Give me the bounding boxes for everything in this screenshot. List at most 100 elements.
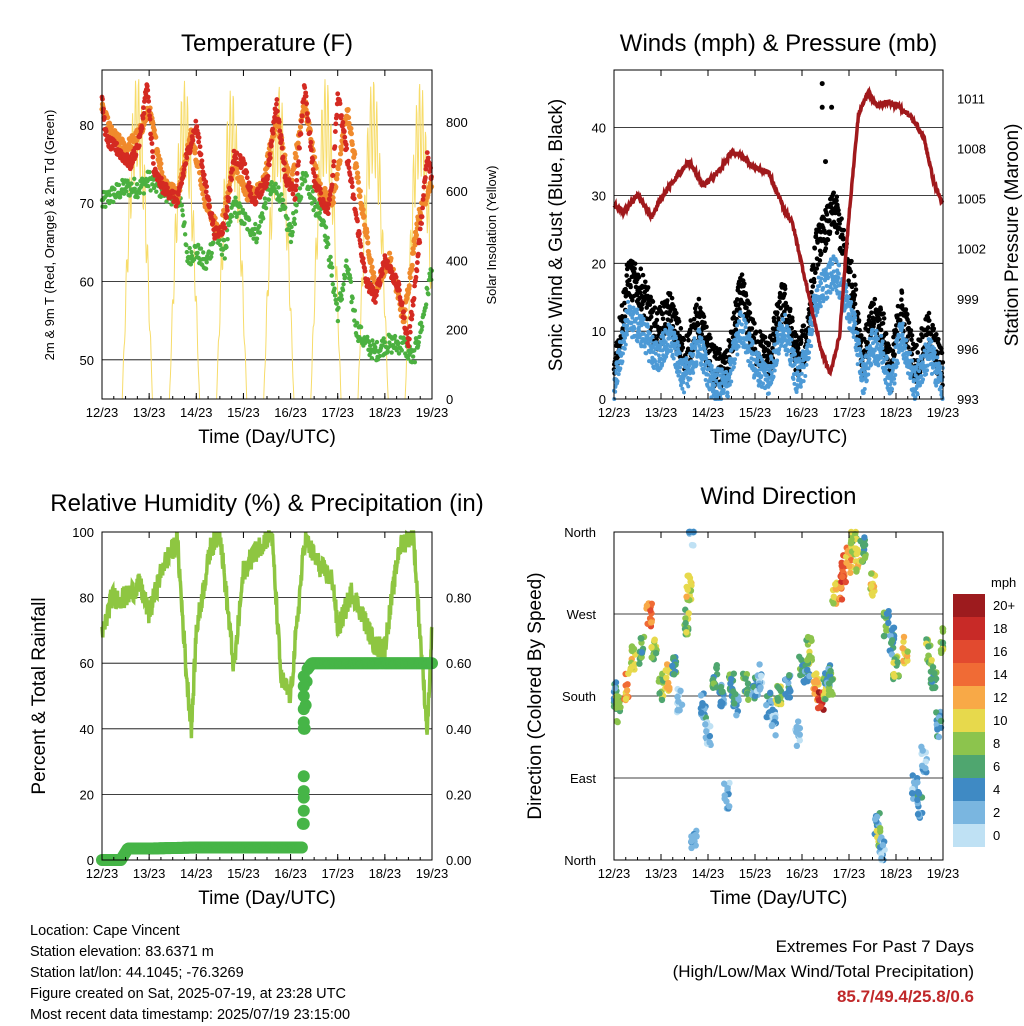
temp-2m-point bbox=[421, 193, 426, 198]
temp-2m-point bbox=[229, 177, 234, 182]
dewpoint-point bbox=[132, 177, 136, 181]
wind-point bbox=[759, 374, 763, 378]
wind-point bbox=[772, 375, 776, 379]
wind-point bbox=[810, 328, 814, 332]
dewpoint-point bbox=[365, 335, 369, 339]
gust-point bbox=[811, 284, 816, 289]
temp-9m-point bbox=[193, 146, 198, 151]
temp-2m-point bbox=[159, 176, 164, 181]
temp-2m-point bbox=[181, 173, 186, 178]
dewpoint-point bbox=[135, 182, 139, 186]
dewpoint-point bbox=[154, 189, 158, 193]
gust-point bbox=[879, 328, 884, 333]
temp-2m-point bbox=[151, 161, 156, 166]
temp-2m-point bbox=[228, 188, 233, 193]
gust-point bbox=[796, 346, 801, 351]
temp-9m-point bbox=[286, 169, 291, 174]
wind-point bbox=[904, 338, 908, 342]
gust-point bbox=[661, 316, 666, 321]
dewpoint-point bbox=[281, 198, 285, 202]
temp-9m-point bbox=[387, 251, 392, 256]
temp-9m-point bbox=[356, 180, 361, 185]
dewpoint-point bbox=[135, 195, 139, 199]
wind-point bbox=[684, 356, 688, 360]
wind-point bbox=[903, 344, 907, 348]
temp-2m-point bbox=[176, 200, 181, 205]
temp-2m-point bbox=[373, 300, 378, 305]
temp-2m-point bbox=[265, 181, 270, 186]
wind-point bbox=[795, 390, 799, 394]
wind-point bbox=[678, 366, 682, 370]
dewpoint-point bbox=[396, 341, 400, 345]
gust-point bbox=[668, 291, 673, 296]
dewpoint-point bbox=[283, 205, 287, 209]
temp-2m-point bbox=[310, 158, 315, 163]
temp-2m-point bbox=[397, 288, 402, 293]
wind-point bbox=[756, 359, 760, 363]
dewpoint-point bbox=[326, 236, 330, 240]
wind-point bbox=[830, 262, 834, 266]
dewpoint-point bbox=[343, 275, 347, 279]
dewpoint-point bbox=[359, 325, 363, 329]
temp-2m-point bbox=[350, 184, 355, 189]
wind-point bbox=[917, 369, 921, 373]
y-tick-label: 20 bbox=[592, 256, 606, 271]
gust-point bbox=[835, 230, 840, 235]
temp-2m-point bbox=[308, 130, 313, 135]
wind-point bbox=[939, 385, 943, 389]
wind-point bbox=[693, 346, 697, 350]
gust-point bbox=[934, 332, 939, 337]
dewpoint-point bbox=[108, 193, 112, 197]
gust-point bbox=[936, 337, 941, 342]
gust-point bbox=[853, 302, 858, 307]
temp-9m-point bbox=[350, 142, 355, 147]
wind-point bbox=[673, 343, 677, 347]
temp-9m-point bbox=[411, 250, 416, 255]
dewpoint-point bbox=[218, 243, 222, 247]
gust-point bbox=[646, 285, 651, 290]
wind-point bbox=[667, 336, 671, 340]
dewpoint-point bbox=[385, 349, 389, 353]
gust-point bbox=[899, 297, 904, 302]
y2-axis-label: Station Pressure (Maroon) bbox=[1002, 124, 1023, 347]
wind-point bbox=[773, 369, 777, 373]
gust-point bbox=[909, 328, 914, 333]
gust-point bbox=[633, 261, 638, 266]
wind-point bbox=[835, 259, 839, 263]
wind-point bbox=[816, 288, 820, 292]
temp-2m-point bbox=[409, 317, 414, 322]
wind-point bbox=[867, 357, 871, 361]
temp-2m-point bbox=[332, 144, 337, 149]
wind-point bbox=[856, 362, 860, 366]
dewpoint-point bbox=[350, 296, 354, 300]
temp-2m-point bbox=[179, 181, 184, 186]
temp-9m-point bbox=[336, 166, 341, 171]
gust-point bbox=[823, 246, 828, 251]
wind-point bbox=[873, 349, 877, 353]
temp-2m-point bbox=[407, 324, 412, 329]
y2-axis-label: Solar Insolation (Yellow) bbox=[484, 166, 499, 305]
temp-2m-point bbox=[401, 309, 406, 314]
dewpoint-point bbox=[375, 340, 379, 344]
wind-point bbox=[900, 325, 904, 329]
gust-point bbox=[881, 311, 886, 316]
temp-2m-point bbox=[394, 275, 399, 280]
temp-2m-point bbox=[335, 91, 340, 96]
dewpoint-point bbox=[124, 189, 128, 193]
dewpoint-point bbox=[329, 273, 333, 277]
dewpoint-point bbox=[318, 211, 322, 215]
wind-point bbox=[674, 336, 678, 340]
gust-point bbox=[907, 320, 912, 325]
dewpoint-point bbox=[289, 240, 293, 244]
x-tick-label: 15/23 bbox=[739, 405, 772, 420]
dewpoint-point bbox=[340, 297, 344, 301]
wind-point bbox=[737, 345, 741, 349]
dewpoint-point bbox=[289, 225, 293, 229]
gust-point bbox=[754, 330, 759, 335]
temp-2m-point bbox=[326, 211, 331, 216]
temp-2m-point bbox=[313, 174, 318, 179]
y2-tick-label: 600 bbox=[446, 184, 468, 199]
wind-point bbox=[860, 357, 864, 361]
gust-point bbox=[628, 285, 633, 290]
temp-2m-point bbox=[268, 156, 273, 161]
